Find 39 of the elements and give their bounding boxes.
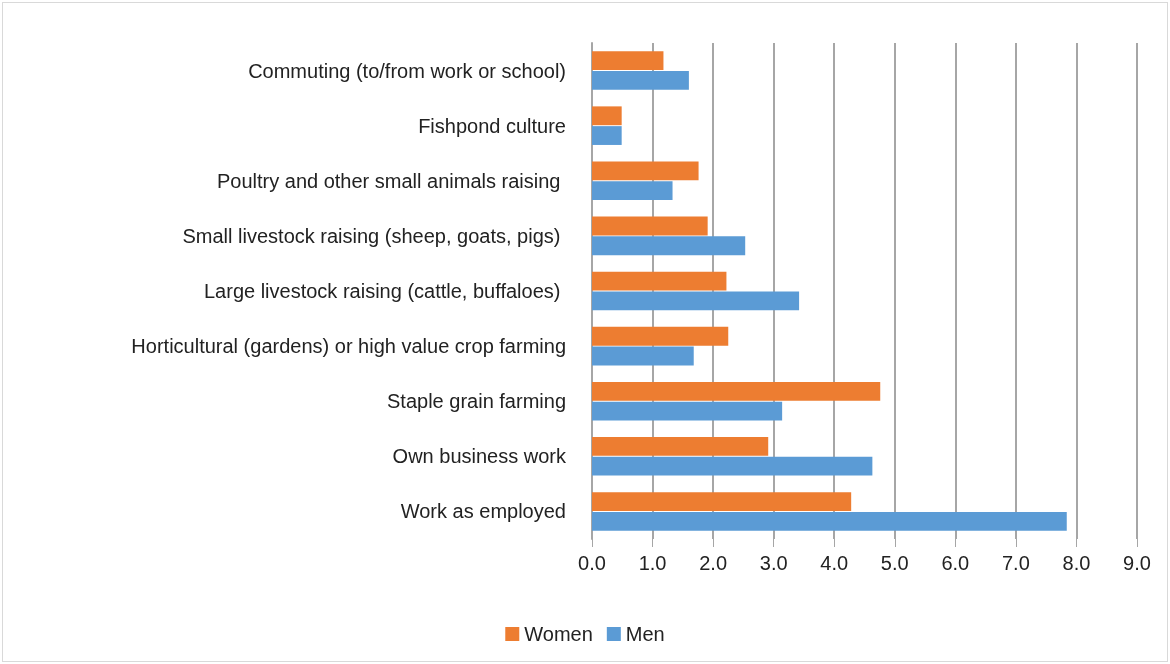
x-tick-label: 5.0	[880, 552, 909, 574]
bar	[592, 236, 746, 256]
x-tick-label: 8.0	[1062, 552, 1091, 574]
y-tick-label: Poultry and other small animals raising	[216, 169, 566, 192]
x-tick-label: 0.0	[578, 552, 606, 574]
bar	[592, 401, 783, 421]
x-tick-label: 7.0	[1001, 552, 1030, 574]
y-tick-label: Own business work	[392, 445, 567, 468]
x-tick-label: 2.0	[699, 552, 728, 574]
x-tick-label: 3.0	[759, 552, 788, 574]
bar	[592, 51, 664, 71]
bar	[592, 216, 708, 236]
legend-label: Men	[625, 623, 665, 645]
x-tick-label: 1.0	[638, 552, 667, 574]
bar	[592, 181, 673, 201]
x-tick-label: 6.0	[941, 552, 970, 574]
y-tick-label: Horticultural (gardens) or high value crop farming	[131, 335, 566, 358]
bar	[592, 437, 769, 456]
bar	[592, 492, 852, 511]
y-tick-label: Large livestock raising (cattle, buffaloes)	[203, 280, 566, 302]
x-tick-label: 9.0	[1123, 552, 1151, 574]
legend-label: Women	[524, 623, 593, 645]
y-tick-label: Work as employed	[400, 500, 566, 523]
bar	[592, 161, 699, 181]
y-tick-label: Small livestock raising (sheep, goats, pigs)	[182, 224, 566, 247]
bar	[592, 291, 800, 311]
y-tick-label: Staple grain farming	[387, 390, 566, 413]
bar	[592, 381, 881, 401]
bar	[592, 271, 727, 291]
y-tick-label: Fishpond culture	[418, 114, 566, 137]
x-tick-label: 4.0	[820, 552, 849, 574]
bar	[592, 71, 689, 90]
bar	[592, 456, 873, 476]
bar	[592, 126, 622, 145]
y-tick-label: Commuting (to/from work or school)	[248, 59, 566, 82]
bar	[592, 346, 694, 366]
bar	[592, 511, 1067, 531]
bar	[592, 326, 729, 346]
bar	[592, 106, 622, 126]
